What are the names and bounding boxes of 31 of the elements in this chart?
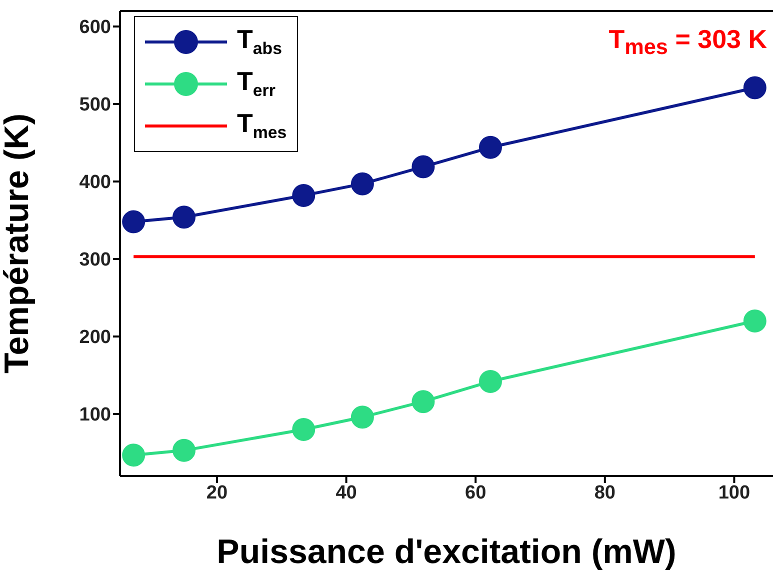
y-tick-label: 400	[79, 172, 111, 194]
y-tick-label: 200	[79, 327, 111, 348]
point	[172, 206, 196, 229]
point	[478, 370, 502, 393]
annotation: T$_{mes}$ = 303 K	[608, 24, 767, 60]
point	[172, 438, 196, 462]
x-tick-label: 60	[465, 482, 486, 504]
point	[292, 184, 316, 207]
point	[350, 172, 374, 196]
y-axis-title: Température (K)	[0, 113, 36, 374]
x-tick-label: 20	[206, 482, 228, 504]
y-tick-label: 300	[79, 250, 111, 271]
point	[743, 310, 766, 332]
x-tick-label: 100	[718, 482, 750, 504]
point	[478, 136, 502, 159]
point	[743, 76, 766, 100]
y-tick-label: 100	[79, 404, 111, 426]
y-tick-label: 600	[79, 17, 111, 38]
point	[122, 210, 146, 234]
x-tick-label: 80	[594, 482, 616, 504]
y-tick-label: 500	[79, 94, 111, 116]
legend-label: T$_{mes}$	[237, 108, 287, 143]
point	[412, 390, 435, 414]
point	[412, 155, 435, 178]
point	[292, 418, 316, 441]
legend-label: T$_{err}$	[237, 66, 276, 101]
legend-label: T$_{abs}$	[237, 24, 282, 59]
point	[122, 444, 146, 467]
x-axis-title: Puissance d'excitation (mW)	[216, 533, 676, 571]
x-tick-label: 40	[336, 482, 357, 504]
point	[350, 406, 374, 429]
